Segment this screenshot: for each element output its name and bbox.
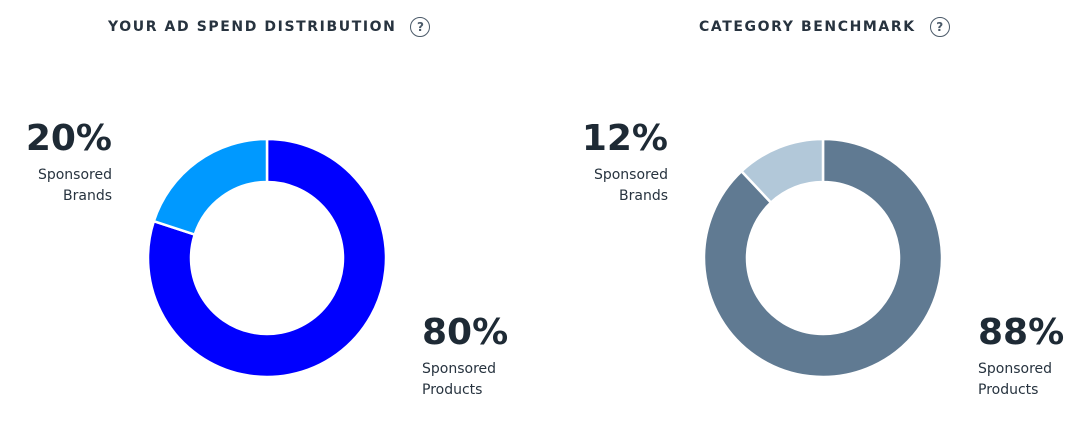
ad-spend-products-percent: 80% <box>422 312 509 353</box>
donut-slice-sponsored-brands[interactable] <box>739 137 825 205</box>
benchmark-title: CATEGORY BENCHMARK <box>699 19 916 35</box>
benchmark-donut-chart <box>702 137 944 379</box>
ad-spend-products-label: Sponsored Products <box>422 359 508 401</box>
benchmark-brands-percent: 12% <box>581 118 668 159</box>
ad-spend-brands-callout: 20% Sponsored Brands <box>26 121 112 207</box>
benchmark-products-callout: 88% Sponsored Products <box>978 315 1064 401</box>
benchmark-brands-label: Sponsored Brands <box>582 165 668 207</box>
ad-spend-products-callout: 80% Sponsored Products <box>422 315 508 401</box>
benchmark-products-label-line1: Sponsored <box>978 361 1053 377</box>
benchmark-products-label: Sponsored Products <box>978 359 1064 401</box>
benchmark-products-percent: 88% <box>978 312 1065 353</box>
ad-spend-products-label-line2: Products <box>422 382 483 398</box>
benchmark-brands-callout: 12% Sponsored Brands <box>582 121 668 207</box>
benchmark-brands-label-line2: Brands <box>619 188 668 204</box>
ad-spend-products-label-line1: Sponsored <box>422 361 497 377</box>
donut-slice-sponsored-brands[interactable] <box>152 137 269 237</box>
ad-spend-title: YOUR AD SPEND DISTRIBUTION <box>108 19 397 35</box>
benchmark-panel: CATEGORY BENCHMARK ? 12% Sponsored Brand… <box>544 0 1088 431</box>
ad-spend-donut-chart <box>146 137 388 379</box>
ad-spend-brands-label-line1: Sponsored <box>37 167 112 183</box>
ad-spend-brands-label: Sponsored Brands <box>26 165 112 207</box>
benchmark-products-label-line2: Products <box>978 382 1039 398</box>
donut-slice-sponsored-products[interactable] <box>702 137 944 379</box>
benchmark-brands-label-line1: Sponsored <box>593 167 668 183</box>
ad-spend-panel: YOUR AD SPEND DISTRIBUTION ? 20% Sponsor… <box>26 14 508 401</box>
question-circle-icon[interactable]: ? <box>929 17 950 37</box>
question-circle-icon[interactable]: ? <box>410 17 431 37</box>
donut-slice-sponsored-products[interactable] <box>146 137 388 379</box>
ad-spend-brands-label-line2: Brands <box>63 188 112 204</box>
ad-spend-brands-percent: 20% <box>25 118 112 159</box>
ad-spend-header: YOUR AD SPEND DISTRIBUTION ? <box>108 14 431 40</box>
benchmark-header: CATEGORY BENCHMARK ? <box>699 14 950 40</box>
